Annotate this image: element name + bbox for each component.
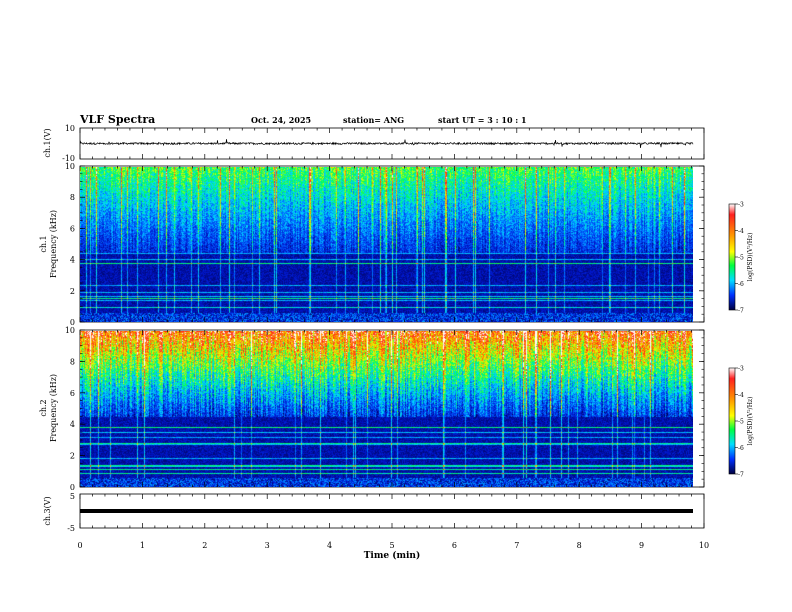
colorbar-tick-label: -7 <box>738 308 744 315</box>
time-axis-tick-labels: 0 1 2 3 4 5 6 7 8 9 10 <box>77 541 709 550</box>
ch1-spectrogram-image <box>80 167 693 322</box>
ch3-voltage-panel: 5 -5 ch.3(V) <box>43 492 704 533</box>
ch3-voltage-trace <box>80 509 693 513</box>
ch1-voltage-panel: 10 -10 ch.1(V) <box>43 124 704 163</box>
station-label: station= ANG <box>343 115 404 125</box>
frequency-tick-label: 4 <box>70 256 75 265</box>
frequency-tick-label: 10 <box>65 162 75 171</box>
time-tick-label: 0 <box>77 541 82 550</box>
date-label: Oct. 24, 2025 <box>251 115 311 125</box>
vlf-figure: VLF Spectra Oct. 24, 2025 station= ANG s… <box>0 0 792 612</box>
ch1-colorbar <box>729 204 735 310</box>
colorbar-tick-label: -5 <box>738 419 744 426</box>
frequency-tick-label: 10 <box>65 326 75 335</box>
ch2-channel-label: ch.2 <box>39 399 48 416</box>
ch1-frequency-label: Frequency (kHz) <box>49 210 58 278</box>
ch2-frequency-label: Frequency (kHz) <box>49 374 58 442</box>
colorbar-tick-label: -4 <box>738 228 744 235</box>
time-tick-label: 7 <box>514 541 519 550</box>
time-tick-label: 4 <box>327 541 332 550</box>
ch3-voltage-ylabel: ch.3(V) <box>43 496 52 525</box>
time-tick-label: 2 <box>202 541 207 550</box>
frequency-tick-label: 6 <box>70 389 75 398</box>
colorbar-tick-label: -5 <box>738 255 744 262</box>
frequency-tick-label: 8 <box>70 193 75 202</box>
figure-title: VLF Spectra <box>79 113 155 126</box>
time-tick-label: 8 <box>577 541 582 550</box>
ch1-colorbar-label: log(PSD)(V²/Hz) <box>747 233 754 282</box>
colorbar-tick-label: -6 <box>738 281 744 288</box>
frequency-tick-label: 4 <box>70 420 75 429</box>
ch1-colorbar-ticks: -3 -4 -5 -6 -7 <box>735 202 744 315</box>
colorbar-tick-label: -3 <box>738 366 744 373</box>
start-time-label: start UT = 3 : 10 : 1 <box>438 115 527 125</box>
time-axis-label: Time (min) <box>364 550 421 561</box>
time-tick-label: 5 <box>389 541 394 550</box>
colorbar-tick-label: -6 <box>738 445 744 452</box>
ch2-colorbar-ticks: -3 -4 -5 -6 -7 <box>735 366 744 479</box>
ch3-ytick-bottom: -5 <box>67 524 75 533</box>
frequency-tick-label: 8 <box>70 357 75 366</box>
colorbar-tick-label: -4 <box>738 392 744 399</box>
ch3-ytick-top: 5 <box>70 492 75 501</box>
ch1-voltage-ylabel: ch.1(V) <box>43 128 52 157</box>
time-tick-label: 1 <box>140 541 145 550</box>
ch2-colorbar-label: log(PSD)(V²/Hz) <box>747 397 754 446</box>
ch2-spectrogram-image <box>80 331 693 487</box>
time-tick-label: 10 <box>699 541 709 550</box>
time-tick-label: 3 <box>265 541 270 550</box>
frequency-tick-label: 2 <box>70 287 75 296</box>
frequency-tick-label: 0 <box>70 483 75 492</box>
ch1-channel-label: ch.1 <box>39 235 48 252</box>
ch1-ytick-top: 10 <box>65 124 75 133</box>
colorbar-tick-label: -3 <box>738 202 744 209</box>
ch2-colorbar <box>729 368 735 474</box>
time-tick-label: 9 <box>639 541 644 550</box>
time-tick-label: 6 <box>452 541 457 550</box>
colorbar-tick-label: -7 <box>738 472 744 479</box>
frequency-tick-label: 6 <box>70 224 75 233</box>
frequency-tick-label: 2 <box>70 452 75 461</box>
